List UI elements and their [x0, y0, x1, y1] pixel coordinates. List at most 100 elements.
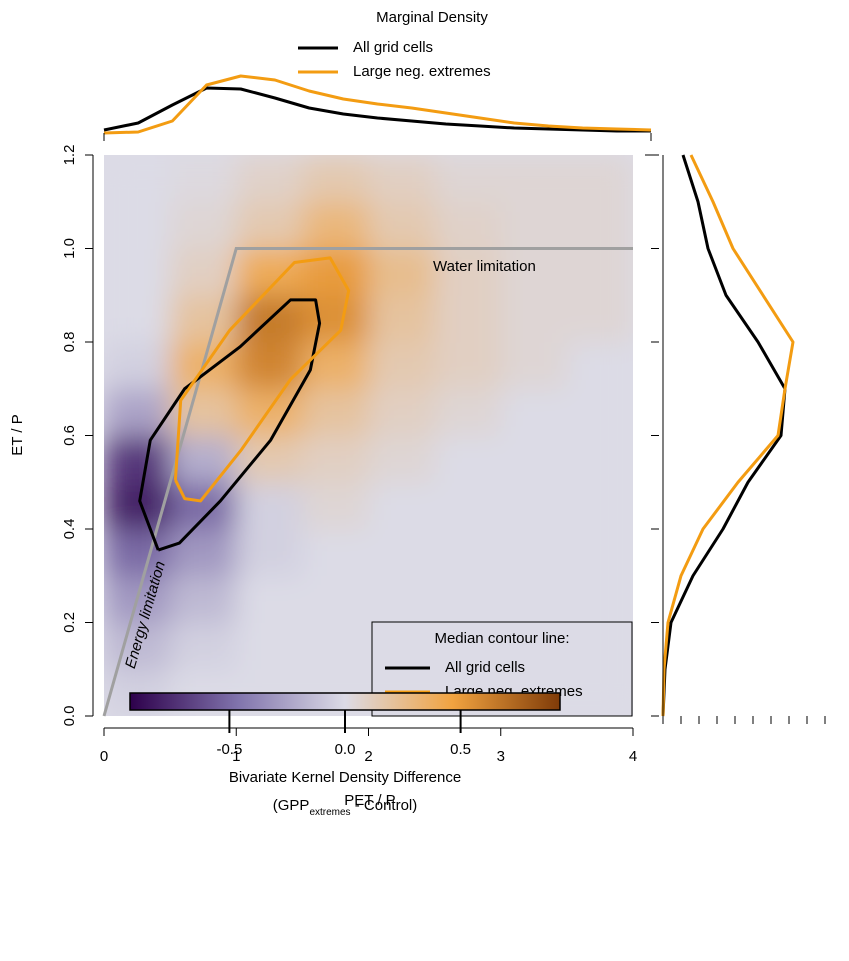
heat-cell — [368, 342, 436, 390]
heat-cell — [302, 388, 369, 436]
reference-line — [102, 247, 633, 717]
x-axis-label: PET / P — [344, 792, 395, 809]
marginal-line — [103, 74, 652, 135]
y-tick-label: 0.0 — [61, 706, 78, 727]
marginal-line — [103, 86, 651, 133]
y-tick-label: 1.0 — [61, 238, 78, 259]
marginal-line — [661, 154, 787, 717]
heat-cell — [434, 295, 502, 343]
heat-cell — [170, 575, 237, 623]
heat-cell — [236, 529, 303, 577]
heat-cell — [566, 342, 633, 390]
contour-line — [138, 298, 322, 552]
heat-cell — [170, 622, 237, 670]
heat-cell — [302, 482, 369, 530]
heat-cell — [170, 529, 237, 577]
heat-cell — [302, 529, 369, 577]
heat-cell — [500, 388, 568, 436]
y-tick-label: 0.8 — [61, 332, 78, 353]
heat-cell — [302, 622, 369, 670]
heat-cell — [566, 669, 633, 716]
heat-cell — [170, 155, 237, 203]
heat-cell — [434, 201, 502, 249]
colorbar-subtitle-part: extremes — [309, 807, 350, 818]
heat-cell — [566, 529, 633, 577]
heat-cell — [368, 295, 436, 343]
heat-cell — [104, 295, 171, 343]
y-tick-label: 0.4 — [61, 519, 78, 540]
heat-cell — [104, 482, 171, 530]
colorbar-subtitle-part: - Control) — [351, 797, 418, 814]
colorbar-subtitle: (GPPextremes - Control) — [273, 797, 418, 818]
x-tick-label: 1 — [232, 748, 240, 765]
heat-cell — [236, 575, 303, 623]
heat-cell — [434, 435, 502, 483]
heat-cell — [104, 622, 171, 670]
heat-cell — [104, 529, 171, 577]
heat-cell — [170, 201, 237, 249]
annotation: Water limitation — [433, 258, 536, 275]
heat-cell — [104, 155, 171, 203]
heat-cell — [236, 622, 303, 670]
heat-cell — [170, 248, 237, 296]
colorbar — [129, 692, 561, 711]
colorbar-tick-label: 0.0 — [335, 741, 356, 758]
heat-cell — [500, 201, 568, 249]
heat-cell — [236, 342, 303, 390]
heat-cell — [434, 155, 502, 203]
heat-cell — [566, 622, 633, 670]
heat-cell — [236, 201, 303, 249]
heat-cell — [434, 388, 502, 436]
heat-cell — [500, 529, 568, 577]
y-axis-label: ET / P — [9, 414, 26, 455]
heat-cell — [236, 482, 303, 530]
heat-cell — [434, 342, 502, 390]
y-tick-label: 0.6 — [61, 425, 78, 446]
heat-cell — [566, 482, 633, 530]
y-tick-label: 1.2 — [61, 145, 78, 166]
heat-cell — [500, 342, 568, 390]
heat-cell — [104, 201, 171, 249]
x-tick-label: 2 — [364, 748, 372, 765]
heat-cell — [566, 201, 633, 249]
x-tick-label: 4 — [629, 748, 637, 765]
heat-cell — [368, 155, 436, 203]
heat-cell — [368, 575, 436, 623]
heat-cell — [500, 155, 568, 203]
contour-line — [173, 256, 351, 503]
heat-cell — [500, 295, 568, 343]
heat-cell — [434, 248, 502, 296]
colorbar-title: Bivariate Kernel Density Difference — [229, 769, 461, 786]
heat-cell — [566, 248, 633, 296]
heat-cell — [566, 575, 633, 623]
heat-cell — [368, 388, 436, 436]
heat-cell — [236, 155, 303, 203]
y-tick-label: 0.2 — [61, 612, 78, 633]
heat-cell — [302, 201, 369, 249]
heat-cell — [302, 248, 369, 296]
legend-title: Marginal Density — [376, 9, 488, 26]
heat-cell — [566, 155, 633, 203]
legend-label: All grid cells — [353, 39, 433, 56]
heat-cell — [500, 575, 568, 623]
legend-label: Large neg. extremes — [353, 63, 491, 80]
heat-cell — [104, 388, 171, 436]
heat-cell — [236, 388, 303, 436]
x-tick-label: 3 — [497, 748, 505, 765]
heat-cell — [434, 575, 502, 623]
heat-cell — [368, 622, 436, 670]
legend-box — [371, 621, 633, 717]
colorbar-tick-label: 0.5 — [450, 741, 471, 758]
heat-cell — [302, 435, 369, 483]
legend-title: Median contour line: — [434, 630, 569, 647]
heat-cell — [434, 529, 502, 577]
heat-cell — [566, 295, 633, 343]
heat-cell — [566, 388, 633, 436]
heat-cell — [368, 248, 436, 296]
heat-cell — [566, 435, 633, 483]
heat-cell — [104, 248, 171, 296]
heat-cell — [434, 622, 502, 670]
heat-cell — [500, 435, 568, 483]
heat-cell — [104, 342, 171, 390]
heat-cell — [368, 435, 436, 483]
